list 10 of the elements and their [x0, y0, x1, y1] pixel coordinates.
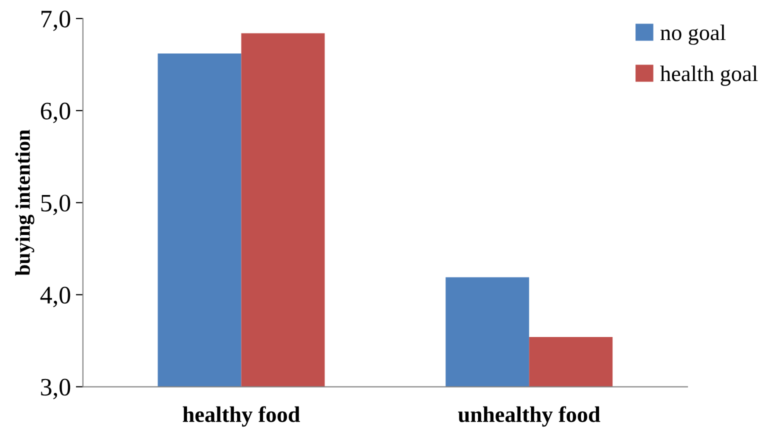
y-tick-label: 7,0 — [42, 10, 70, 32]
y-tick-label: 3,0 — [41, 378, 70, 400]
y-tick-label: 5,0 — [41, 194, 70, 216]
x-tick-label: unhealthy food — [458, 406, 600, 427]
legend-label: no goal — [660, 24, 726, 45]
y-axis-title: buying intention — [15, 130, 34, 276]
y-tick-label: 4,0 — [40, 286, 70, 308]
legend-label: health goal — [660, 66, 758, 86]
y-tick-label: 6,0 — [40, 102, 70, 124]
x-tick-label: healthy food — [182, 406, 300, 427]
